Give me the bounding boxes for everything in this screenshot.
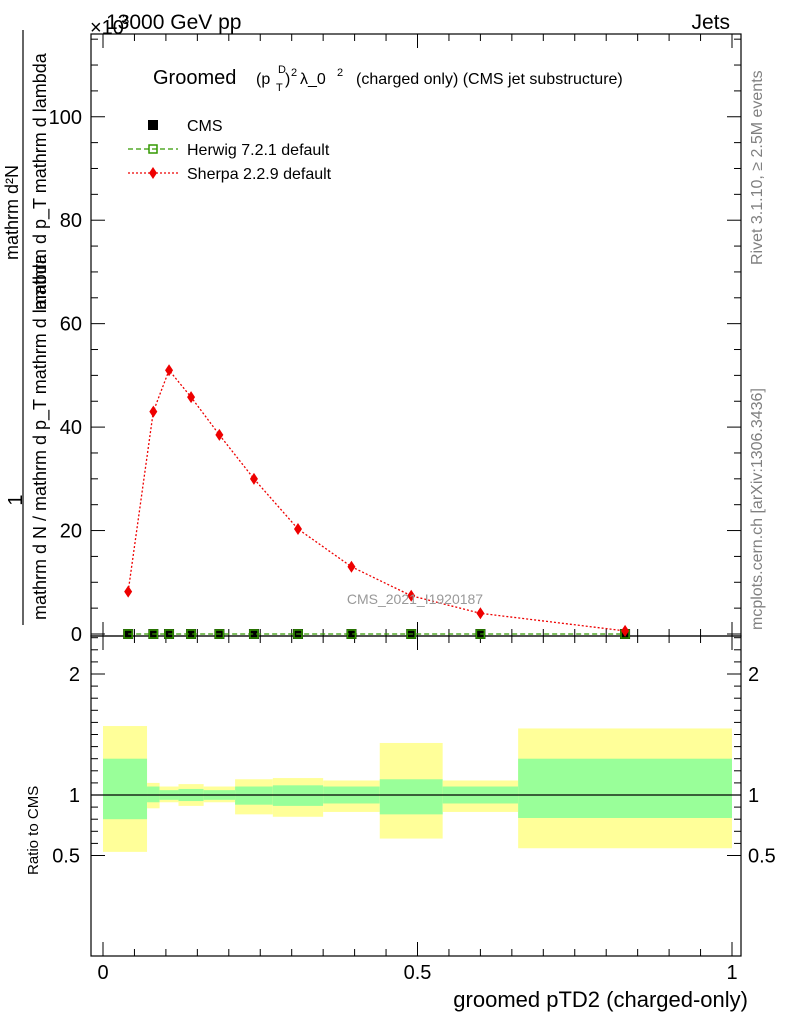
x-tick-label: 1 xyxy=(726,962,737,984)
y-multiplier: ×10 xyxy=(90,17,124,39)
data-point-series-2 xyxy=(124,585,133,598)
plot-title-p: (p xyxy=(256,71,270,88)
legend-marker-0 xyxy=(148,120,158,130)
ratio-stat-band-8 xyxy=(379,779,443,815)
plot-title-sup-d: D xyxy=(278,64,286,76)
ratio-y-tick-label: 1 xyxy=(69,785,80,807)
plot-title-sub-t: T xyxy=(276,82,283,94)
main-axis-ticks: 0 20 40 60 80 100 xyxy=(49,34,741,646)
data-point-series-2 xyxy=(249,472,258,485)
legend-marker-2 xyxy=(149,167,157,179)
plot-title-lambda-sq: 2 xyxy=(337,67,343,79)
data-point-series-0 xyxy=(186,629,197,639)
data-point-series-2 xyxy=(293,523,302,535)
legend-label-0: CMS xyxy=(187,118,223,135)
header-energy: 13000 GeV pp xyxy=(106,11,241,34)
ratio-y-tick-label-right: 1 xyxy=(748,785,759,807)
y-multiplier-exp: 3 xyxy=(122,12,129,27)
series-layer xyxy=(123,364,631,639)
legend-marker-1 xyxy=(148,144,158,154)
svg-text:mathrm d²N: mathrm d²N xyxy=(2,165,22,260)
svg-text:mathrm d p_T mathrm d lambda: mathrm d p_T mathrm d lambda xyxy=(30,52,51,310)
plot-title-prefix: Groomed xyxy=(153,67,236,89)
data-point-series-2 xyxy=(347,560,356,573)
x-tick-label: 0 xyxy=(97,962,108,984)
data-point-series-1 xyxy=(214,629,225,639)
legend-label-2: Sherpa 2.2.9 default xyxy=(187,166,332,183)
ratio-y-tick-label: 0.5 xyxy=(52,846,80,868)
data-point-series-2 xyxy=(187,391,196,404)
data-point-series-2 xyxy=(621,624,630,637)
ratio-stat-band-5 xyxy=(235,786,273,805)
main-y-tick-label: 0 xyxy=(71,624,82,646)
data-point-series-1 xyxy=(123,629,133,639)
data-point-series-2 xyxy=(476,607,485,620)
main-y-tick-label: 60 xyxy=(60,314,82,336)
plot-title-close: ) xyxy=(285,71,290,88)
ratio-bands xyxy=(103,726,732,852)
data-point-series-1 xyxy=(406,629,416,639)
main-y-tick-label: 80 xyxy=(60,210,82,232)
main-y-tick-label: 20 xyxy=(60,521,82,543)
plot-title-suffix: (charged only) (CMS jet substructure) xyxy=(356,71,623,88)
x-axis-label: groomed pTD2 (charged-only) xyxy=(453,987,748,1012)
ratio-y-tick-label-right: 0.5 xyxy=(748,846,776,868)
mcplots-label: mcplots.cern.ch [arXiv:1306.3436] xyxy=(749,388,766,630)
legend-label-1: Herwig 7.2.1 default xyxy=(187,142,330,159)
header-category: Jets xyxy=(691,11,730,34)
rivet-label: Rivet 3.1.10, ≥ 2.5M events xyxy=(749,70,766,265)
main-y-tick-label: 40 xyxy=(60,417,82,439)
x-tick-label: 0.5 xyxy=(404,962,432,984)
ratio-stat-band-10 xyxy=(518,758,732,818)
main-y-axis-label: 1 mathrm d N / mathrm d p_T mathrm d lam… xyxy=(2,30,51,625)
data-point-series-0 xyxy=(248,629,259,639)
data-point-series-1 xyxy=(293,629,303,639)
ratio-y-axis-label: Ratio to CMS xyxy=(25,786,42,875)
ratio-axis-ticks: 0 0.5 1 0.5 0.5 1 1 2 2 xyxy=(52,636,776,984)
plot-title-sq: 2 xyxy=(291,67,297,79)
data-point-series-0 xyxy=(346,629,357,639)
data-point-series-1 xyxy=(148,629,159,639)
analysis-watermark: CMS_2021_I1920187 xyxy=(347,591,483,607)
legend: CMS Herwig 7.2.1 default Sherpa 2.2.9 defa… xyxy=(128,118,332,183)
data-point-series-1 xyxy=(186,629,196,639)
main-y-tick-label: 100 xyxy=(49,107,82,129)
data-point-series-1 xyxy=(475,629,486,639)
ratio-y-tick-label: 2 xyxy=(69,664,80,686)
data-point-series-2 xyxy=(165,364,174,377)
data-point-series-1 xyxy=(164,629,174,639)
data-point-series-1 xyxy=(346,629,357,639)
svg-text:1: 1 xyxy=(5,494,27,505)
svg-text:mathrm d N / mathrm d p_T math: mathrm d N / mathrm d p_T mathrm d lambd… xyxy=(30,253,51,620)
ratio-stat-band-6 xyxy=(272,785,324,806)
data-point-series-2 xyxy=(407,589,416,602)
ratio-y-tick-label-right: 2 xyxy=(748,664,759,686)
data-point-series-2 xyxy=(215,428,224,441)
data-point-series-2 xyxy=(149,405,158,418)
plot-title-lambda: λ_0 xyxy=(300,71,326,88)
ratio-stat-band-0 xyxy=(103,758,148,820)
ratio-stat-band-1 xyxy=(147,786,160,803)
data-point-series-1 xyxy=(249,629,259,639)
